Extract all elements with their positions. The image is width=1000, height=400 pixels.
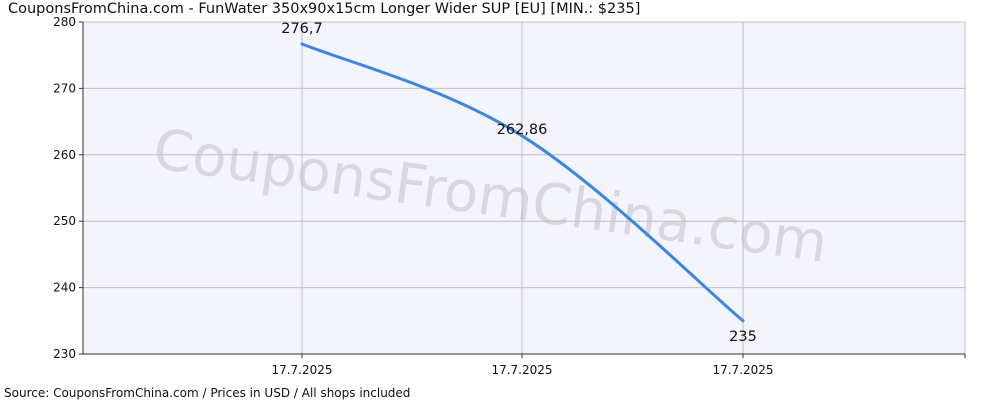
- data-labels: 276,7 262,86 235: [281, 21, 757, 345]
- x-tick-label: 17.7.2025: [491, 363, 552, 377]
- data-label: 262,86: [497, 122, 548, 138]
- chart-title: CouponsFromChina.com - FunWater 350x90x1…: [8, 1, 641, 17]
- plot-area: [83, 22, 965, 354]
- tick-labels: 230 240 250 260 270 280 17.7.2025 17.7.2025 17.7…: [53, 15, 773, 377]
- y-tick-label: 260: [53, 148, 76, 162]
- y-tick-label: 240: [53, 281, 76, 295]
- series-line: [300, 42, 745, 323]
- data-label: 276,7: [281, 21, 323, 37]
- x-tick-label: 17.7.2025: [271, 363, 332, 377]
- data-label: 235: [729, 329, 757, 345]
- axes: [79, 21, 966, 358]
- y-tick-label: 280: [53, 15, 76, 29]
- y-tick-label: 250: [53, 214, 76, 228]
- chart-footer: Source: CouponsFromChina.com / Prices in…: [4, 386, 411, 400]
- y-tick-label: 270: [53, 81, 76, 95]
- x-tick-label: 17.7.2025: [712, 363, 773, 377]
- grid-lines: [83, 21, 966, 354]
- y-tick-label: 230: [53, 347, 76, 361]
